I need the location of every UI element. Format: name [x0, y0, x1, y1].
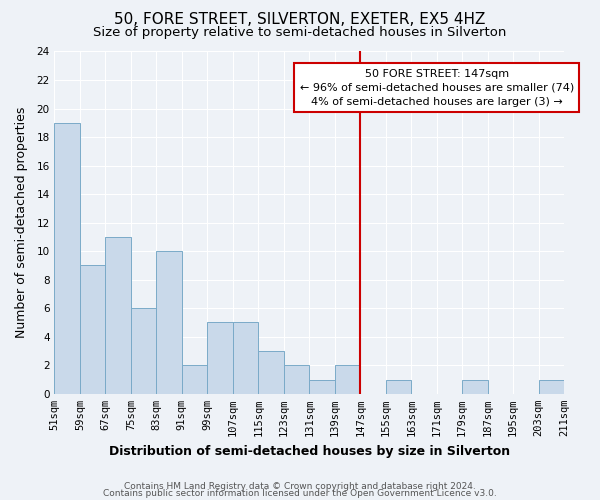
Bar: [233, 322, 259, 394]
Bar: [539, 380, 564, 394]
Bar: [131, 308, 157, 394]
Bar: [157, 251, 182, 394]
Text: Contains HM Land Registry data © Crown copyright and database right 2024.: Contains HM Land Registry data © Crown c…: [124, 482, 476, 491]
Bar: [386, 380, 411, 394]
Bar: [182, 366, 208, 394]
Bar: [309, 380, 335, 394]
Bar: [259, 351, 284, 394]
Bar: [208, 322, 233, 394]
Bar: [462, 380, 488, 394]
Bar: [335, 366, 360, 394]
Text: Size of property relative to semi-detached houses in Silverton: Size of property relative to semi-detach…: [94, 26, 506, 39]
Y-axis label: Number of semi-detached properties: Number of semi-detached properties: [15, 107, 28, 338]
Text: Contains public sector information licensed under the Open Government Licence v3: Contains public sector information licen…: [103, 490, 497, 498]
Bar: [106, 237, 131, 394]
Bar: [284, 366, 309, 394]
Text: 50 FORE STREET: 147sqm
← 96% of semi-detached houses are smaller (74)
4% of semi: 50 FORE STREET: 147sqm ← 96% of semi-det…: [299, 68, 574, 106]
Text: 50, FORE STREET, SILVERTON, EXETER, EX5 4HZ: 50, FORE STREET, SILVERTON, EXETER, EX5 …: [115, 12, 485, 28]
Bar: [55, 123, 80, 394]
Bar: [80, 266, 106, 394]
X-axis label: Distribution of semi-detached houses by size in Silverton: Distribution of semi-detached houses by …: [109, 444, 510, 458]
